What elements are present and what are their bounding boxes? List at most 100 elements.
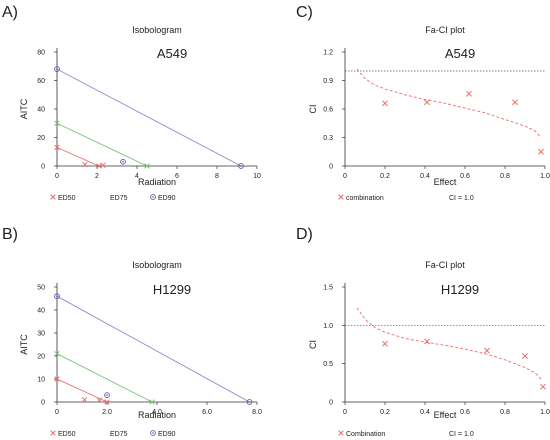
cell-line-label: H1299	[441, 282, 479, 297]
cell-line-label: A549	[445, 46, 475, 61]
y-axis-label: AITC	[19, 98, 29, 119]
data-point-ed90	[120, 158, 126, 165]
y-tick-label: 50	[37, 285, 45, 292]
data-point-ed90	[238, 163, 244, 169]
x-tick-label: 1.0	[540, 409, 550, 416]
y-tick-label: 40	[37, 308, 45, 315]
y-tick-label: 0	[329, 164, 333, 171]
data-point-combination	[512, 99, 518, 106]
legend-marker-ed50	[50, 194, 56, 200]
x-tick-label: 2	[95, 173, 99, 180]
cell-line-label: H1299	[153, 282, 191, 297]
data-point-ed50	[82, 161, 88, 168]
x-axis-label: Effect	[434, 177, 457, 187]
data-point-combination	[424, 99, 430, 106]
y-tick-label: 20	[37, 135, 45, 142]
data-point-combination	[540, 383, 546, 390]
y-tick-label: 30	[37, 331, 45, 338]
legend-label-ed50: ED50	[58, 431, 76, 438]
fa-ci-fit-curve	[356, 68, 542, 138]
y-tick-label: 0.3	[323, 135, 333, 142]
legend-label-combination: combination	[346, 195, 384, 202]
isobole-line-ed50	[56, 378, 108, 403]
data-point-combination	[522, 353, 528, 359]
x-axis-label: Effect	[434, 410, 457, 420]
data-point-combination	[424, 338, 430, 345]
x-tick-label: 0.6	[460, 173, 470, 180]
x-tick-label: 6.0	[202, 409, 212, 416]
legend-label-ed75: ED75	[110, 195, 128, 202]
isobole-line-ed75	[56, 122, 148, 167]
y-tick-label: 10	[37, 377, 45, 384]
isobole-line-ed50	[56, 147, 100, 167]
x-tick-label: 4	[135, 173, 139, 180]
chart-title: Isobologram	[132, 260, 182, 270]
data-point-ed90	[104, 392, 110, 398]
data-point-combination	[382, 340, 388, 347]
y-tick-label: 0.9	[323, 78, 333, 85]
data-point-combination	[538, 148, 544, 155]
legend-label-ci: CI = 1.0	[449, 195, 474, 202]
x-tick-label: 10	[253, 173, 261, 180]
legend-marker-combination	[338, 430, 344, 436]
y-tick-label: 0	[41, 400, 45, 407]
x-axis-label: Radiation	[138, 177, 176, 187]
y-axis-label: CI	[308, 340, 318, 349]
x-tick-label: 4.0	[152, 409, 162, 416]
x-tick-label: 0.4	[420, 409, 430, 416]
data-point-ed90	[54, 293, 60, 300]
y-tick-label: 1.2	[323, 50, 333, 57]
x-tick-label: 0.2	[380, 409, 390, 416]
fa-ci-fit-curve	[356, 307, 542, 380]
cell-line-label: A549	[157, 46, 187, 61]
x-tick-label: 0.8	[500, 173, 510, 180]
x-tick-label: 0	[343, 173, 347, 180]
y-axis-label: AITC	[19, 334, 29, 355]
y-tick-label: 60	[37, 78, 45, 85]
y-tick-label: 0.6	[323, 107, 333, 114]
data-point-ed75	[149, 399, 155, 405]
data-point-ed75	[54, 350, 60, 357]
legend-label-ci: CI = 1.0	[449, 431, 474, 438]
y-tick-label: 0	[41, 164, 45, 171]
x-tick-label: 0.8	[500, 409, 510, 416]
y-tick-label: 20	[37, 354, 45, 361]
data-point-ed90	[54, 66, 60, 72]
y-tick-label: 0	[329, 400, 333, 407]
legend-marker-ed50	[50, 430, 56, 436]
x-tick-label: 8	[215, 173, 219, 180]
y-tick-label: 1.5	[323, 285, 333, 292]
x-tick-label: 0	[343, 409, 347, 416]
x-tick-label: 0.4	[420, 173, 430, 180]
panel-letter-b: B)	[2, 226, 18, 243]
data-point-ed50	[96, 397, 103, 403]
data-point-ed75	[144, 163, 150, 169]
data-point-ed50	[54, 144, 60, 151]
legend-marker-combination	[338, 194, 344, 200]
isobole-line-ed75	[56, 353, 153, 403]
y-tick-label: 80	[37, 50, 45, 57]
isobole-line-ed90	[56, 68, 242, 167]
panel-letter-a: A)	[2, 4, 18, 21]
x-tick-label: 2.0	[102, 409, 112, 416]
chart-title: Fa-CI plot	[425, 260, 465, 270]
data-point-combination	[484, 347, 490, 354]
chart-title: Isobologram	[132, 25, 182, 35]
legend-marker-ed90	[150, 430, 156, 436]
data-point-ed50	[100, 162, 106, 169]
x-tick-label: 0.6	[460, 409, 470, 416]
legend-label-ed75: ED75	[110, 431, 128, 438]
data-point-ed50	[54, 376, 60, 382]
legend-label-ed90: ED90	[158, 431, 176, 438]
legend-marker-ed90	[150, 194, 156, 200]
x-tick-label: 0	[55, 173, 59, 180]
panel-letter-d: D)	[296, 226, 313, 243]
x-tick-label: 0.2	[380, 173, 390, 180]
data-point-ed50	[104, 399, 110, 405]
panel-letter-c: C)	[296, 4, 313, 21]
x-tick-label: 6	[175, 173, 179, 180]
y-tick-label: 0.5	[323, 361, 333, 368]
legend-label-ed90: ED90	[158, 195, 176, 202]
